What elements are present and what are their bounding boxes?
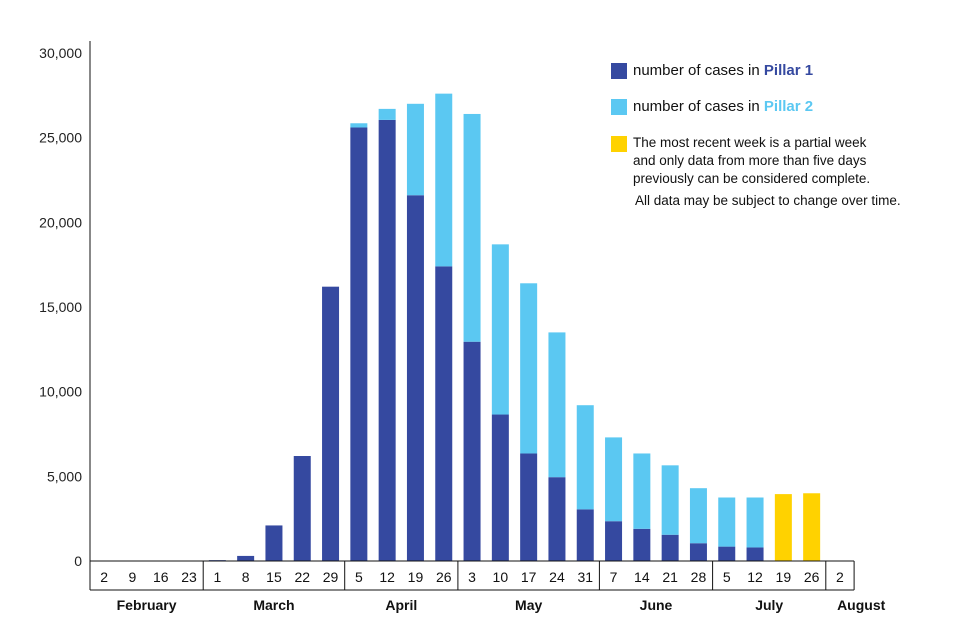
bar-pillar-2 (718, 497, 736, 547)
month-label: April (385, 597, 417, 613)
bar-pillar-2 (689, 488, 707, 544)
note-line-2: and only data from more than five days (633, 153, 867, 168)
legend-item-pillar2: number of cases in Pillar 2 (611, 98, 813, 115)
bar-pillar-2 (661, 465, 679, 535)
bar-pillar-1 (322, 286, 340, 561)
x-tick-label: 2 (836, 569, 844, 585)
y-tick-label: 10,000 (39, 384, 82, 400)
bar-pillar-2 (633, 453, 651, 529)
bar-pillar-2 (605, 437, 623, 522)
x-tick-label: 3 (468, 569, 476, 585)
x-tick-label: 26 (436, 569, 452, 585)
bar-pillar-1 (435, 266, 453, 561)
legend-item-pillar1: number of cases in Pillar 1 (611, 62, 813, 79)
legend-swatch-partial (611, 136, 627, 152)
x-tick-label: 12 (747, 569, 763, 585)
bar-pillar-2 (435, 93, 453, 267)
x-tick-label: 7 (610, 569, 618, 585)
legend-swatch-pillar1 (611, 62, 627, 79)
bar-pillar-2 (463, 113, 481, 342)
x-tick-label: 9 (129, 569, 137, 585)
month-label: March (253, 597, 294, 613)
legend-swatch-pillar2 (611, 98, 627, 115)
y-tick-label: 30,000 (39, 45, 82, 61)
bar-pillar-1 (689, 543, 707, 561)
month-label: August (837, 597, 886, 613)
x-tick-label: 2 (100, 569, 108, 585)
bar-pillar-1 (293, 456, 311, 561)
x-tick-label: 15 (266, 569, 282, 585)
month-label: June (640, 597, 673, 613)
x-tick-label: 5 (723, 569, 731, 585)
bar-partial-week (774, 494, 792, 561)
legend-label-pillar2-prefix: number of cases in (633, 98, 764, 115)
bar-pillar-1 (605, 521, 623, 561)
bar-pillar-2 (491, 244, 509, 415)
x-tick-label: 17 (521, 569, 537, 585)
bar-pillar-2 (406, 103, 424, 196)
x-tick-label: 19 (776, 569, 792, 585)
bar-pillar-1 (265, 525, 283, 561)
bar-pillar-1 (661, 534, 679, 561)
note-line-3: previously can be considered complete. (633, 171, 871, 186)
y-tick-label: 5,000 (47, 468, 82, 484)
x-tick-label: 24 (549, 569, 565, 585)
bar-pillar-1 (350, 127, 368, 561)
bar-partial-week (803, 493, 821, 561)
x-tick-label: 12 (379, 569, 395, 585)
bar-pillar-1 (520, 453, 538, 561)
bar-pillar-1 (237, 555, 255, 561)
x-tick-label: 8 (242, 569, 250, 585)
x-tick-label: 29 (323, 569, 339, 585)
bar-pillar-1 (463, 341, 481, 561)
bar-pillar-1 (548, 477, 566, 561)
bar-pillar-1 (718, 546, 736, 561)
x-tick-label: 16 (153, 569, 169, 585)
bar-pillar-2 (378, 108, 396, 120)
x-tick-label: 22 (294, 569, 310, 585)
x-tick-label: 14 (634, 569, 650, 585)
y-tick-label: 0 (74, 553, 82, 569)
x-tick-label: 28 (691, 569, 707, 585)
bar-pillar-2 (548, 332, 566, 478)
bar-pillar-2 (746, 497, 764, 548)
bar-pillar-1 (406, 195, 424, 562)
month-label: May (515, 597, 542, 613)
bar-pillar-1 (576, 509, 594, 561)
x-tick-label: 5 (355, 569, 363, 585)
legend-label-pillar2-strong: Pillar 2 (763, 98, 814, 115)
month-label: July (755, 597, 783, 613)
bar-pillar-2 (576, 405, 594, 510)
x-tick-label: 10 (493, 569, 509, 585)
bar-pillar-1 (491, 414, 509, 561)
bar-pillar-1 (633, 528, 651, 561)
x-tick-label: 21 (662, 569, 678, 585)
x-tick-label: 1 (213, 569, 221, 585)
bar-pillar-2 (350, 123, 368, 128)
x-tick-label: 23 (181, 569, 197, 585)
note-line-4: All data may be subject to change over t… (635, 193, 901, 208)
note-line-1: The most recent week is a partial week (633, 135, 867, 150)
y-tick-label: 15,000 (39, 299, 82, 315)
y-tick-label: 25,000 (39, 130, 82, 146)
bar-pillar-1 (378, 119, 396, 561)
x-tick-label: 31 (577, 569, 593, 585)
bar-pillar-2 (520, 283, 538, 454)
legend-item-partial-week: The most recent week is a partial week a… (611, 134, 933, 210)
legend-label-pillar1-strong: Pillar 1 (763, 62, 814, 79)
x-tick-label: 19 (408, 569, 424, 585)
month-label: February (117, 597, 177, 613)
x-tick-label: 26 (804, 569, 820, 585)
bar-pillar-1 (746, 547, 764, 561)
legend-label-pillar1-prefix: number of cases in (633, 62, 764, 79)
y-tick-label: 20,000 (39, 214, 82, 230)
